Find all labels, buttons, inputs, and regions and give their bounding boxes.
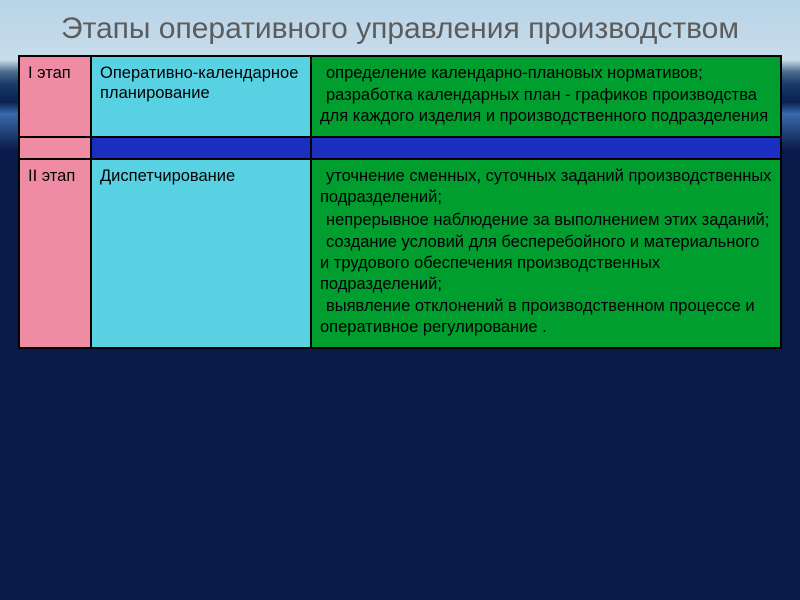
desc-line: определение календарно-плановых норматив… [320,63,772,84]
name-cell: Диспетчирование [91,159,311,348]
stage-cell: I этап [19,56,91,138]
spacer-cell [311,137,781,159]
spacer-cell [91,137,311,159]
stages-table: I этап Оперативно-календарное планирован… [18,55,782,350]
slide-title: Этапы оперативного управления производст… [0,0,800,55]
spacer-row [19,137,781,159]
stage-cell: II этап [19,159,91,348]
name-cell: Оперативно-календарное планирование [91,56,311,138]
table-row: I этап Оперативно-календарное планирован… [19,56,781,138]
spacer-cell [19,137,91,159]
desc-line: уточнение сменных, суточных заданий прои… [320,166,772,207]
desc-cell: определение календарно-плановых норматив… [311,56,781,138]
desc-cell: уточнение сменных, суточных заданий прои… [311,159,781,348]
desc-line: создание условий для бесперебойного и ма… [320,232,772,294]
desc-line: непрерывное наблюдение за выполнением эт… [320,210,772,231]
table-row: II этап Диспетчирование уточнение сменны… [19,159,781,348]
desc-line: выявление отклонений в производственном … [320,296,772,337]
desc-line: разработка календарных план - графиков п… [320,85,772,126]
